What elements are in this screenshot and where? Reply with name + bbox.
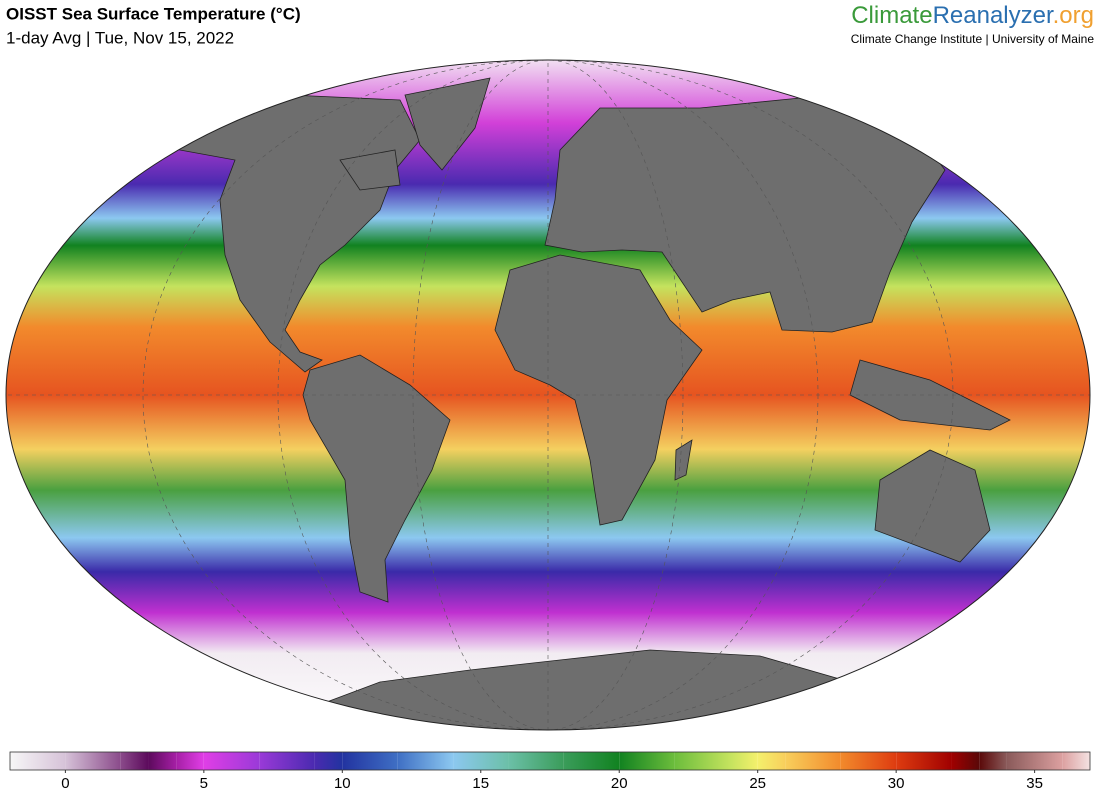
colorbar-frame bbox=[9, 751, 1091, 771]
colorbar-segment bbox=[840, 752, 897, 770]
colorbar: 0 5 10 15 20 25 30 35 bbox=[9, 751, 1091, 792]
colorbar-segment bbox=[896, 752, 952, 770]
affiliation: Climate Change Institute | University of… bbox=[851, 32, 1095, 46]
map bbox=[6, 60, 1090, 730]
colorbar-segment bbox=[674, 752, 730, 770]
colorbar-segment bbox=[757, 752, 786, 770]
colorbar-segment bbox=[65, 752, 121, 770]
colorbar-segment bbox=[979, 752, 1007, 770]
title: OISST Sea Surface Temperature (°C) bbox=[6, 4, 301, 23]
colorbar-segment bbox=[785, 752, 841, 770]
colorbar-segment bbox=[951, 752, 980, 770]
colorbar-segment bbox=[1062, 752, 1090, 770]
colorbar-segment bbox=[453, 752, 509, 770]
colorbar-tick-label: 0 bbox=[61, 775, 69, 792]
brand-part: .org bbox=[1053, 2, 1094, 29]
colorbar-tick-label: 25 bbox=[749, 775, 766, 792]
graticule bbox=[6, 60, 1090, 730]
colorbar-segment bbox=[259, 752, 315, 770]
colorbar-segment bbox=[508, 752, 564, 770]
colorbar-segment bbox=[203, 752, 260, 770]
colorbar-segment bbox=[176, 752, 204, 770]
colorbar-segment bbox=[120, 752, 149, 770]
colorbar-segment bbox=[342, 752, 398, 770]
globe-outline bbox=[5, 59, 1091, 731]
colorbar-tick-label: 10 bbox=[334, 775, 351, 792]
brand: ClimateReanalyzer.org bbox=[851, 2, 1094, 29]
colorbar-segment bbox=[619, 752, 675, 770]
colorbar-segment bbox=[563, 752, 620, 770]
colorbar-segment bbox=[1006, 752, 1063, 770]
colorbar-segment bbox=[10, 752, 66, 770]
brand-part: Climate bbox=[851, 2, 932, 29]
colorbar-tick-label: 15 bbox=[472, 775, 489, 792]
subtitle: 1-day Avg | Tue, Nov 15, 2022 bbox=[6, 28, 234, 47]
colorbar-tick-label: 5 bbox=[200, 775, 208, 792]
colorbar-tick-label: 30 bbox=[888, 775, 905, 792]
colorbar-segment bbox=[397, 752, 454, 770]
colorbar-segment bbox=[730, 752, 758, 770]
colorbar-tick-label: 35 bbox=[1026, 775, 1043, 792]
colorbar-tick-label: 20 bbox=[611, 775, 628, 792]
colorbar-segment bbox=[314, 752, 343, 770]
brand-part: Reanalyzer bbox=[933, 2, 1054, 29]
colorbar-segment bbox=[148, 752, 177, 770]
